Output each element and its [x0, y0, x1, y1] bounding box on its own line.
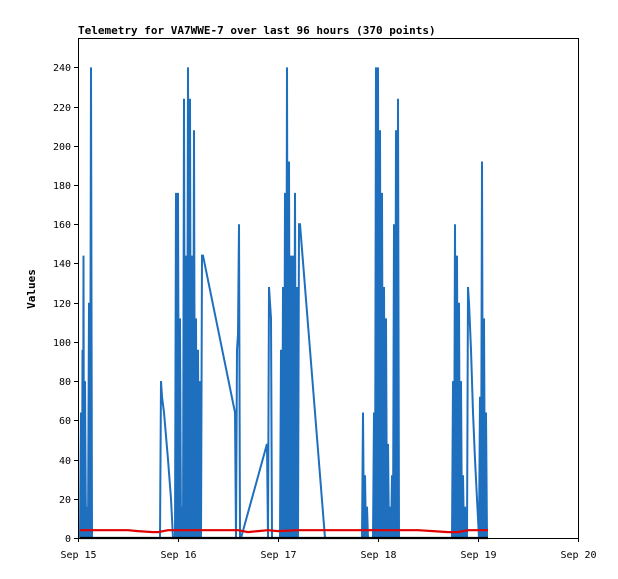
y-tick-label: 180	[53, 181, 71, 192]
y-axis-label: Values	[25, 269, 38, 309]
x-tick-label: Sep 19	[460, 550, 496, 561]
series-line-2	[80, 529, 488, 534]
y-tick-label: 60	[59, 416, 71, 427]
x-tick-label: Sep 15	[60, 550, 96, 561]
x-tick-label: Sep 17	[260, 550, 296, 561]
chart-title: Telemetry for VA7WWE-7 over last 96 hour…	[78, 24, 436, 37]
series-layer	[79, 67, 488, 540]
y-tick-label: 20	[59, 495, 71, 506]
x-axis: Sep 15 Sep 16 Sep 17 Sep 18 Sep 19 Sep 20	[60, 538, 597, 561]
series-line-1	[79, 67, 488, 539]
y-tick-label: 100	[53, 338, 71, 349]
x-tick-label: Sep 18	[360, 550, 396, 561]
y-tick-label: 80	[59, 377, 71, 388]
plot-frame	[78, 38, 579, 539]
y-tick-label: 0	[65, 534, 71, 545]
y-tick-label: 140	[53, 259, 71, 270]
y-tick-label: 200	[53, 142, 71, 153]
y-axis: 0 20 40 60 80 100 120 140 160 180 200 220 240	[53, 63, 78, 545]
y-tick-label: 120	[53, 299, 71, 310]
x-tick-label: Sep 16	[160, 550, 196, 561]
y-tick-label: 220	[53, 103, 71, 114]
x-tick-label: Sep 20	[560, 550, 596, 561]
y-tick-label: 240	[53, 63, 71, 74]
y-tick-label: 160	[53, 220, 71, 231]
y-tick-label: 40	[59, 456, 71, 467]
